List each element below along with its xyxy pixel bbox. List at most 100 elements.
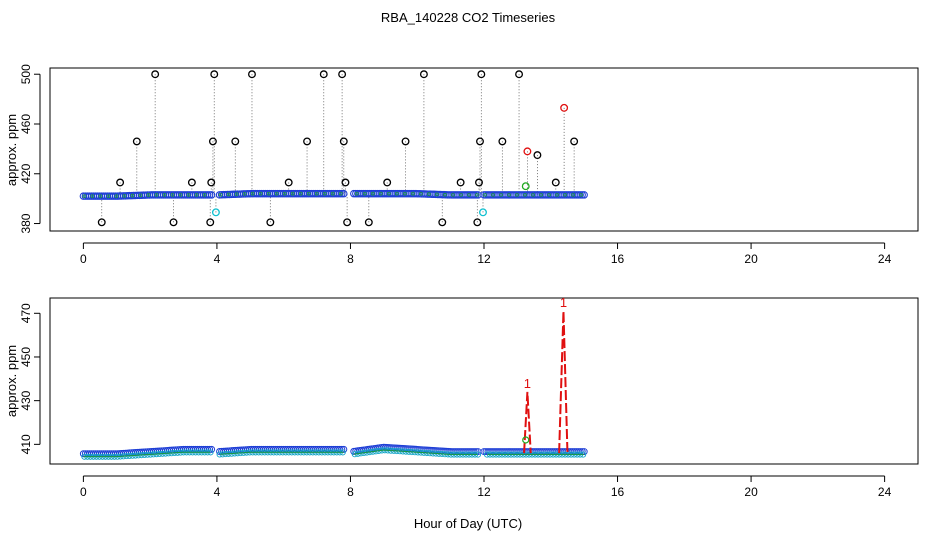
top-plot-frame (49, 67, 919, 232)
bottom-y-tick-label: 430 (19, 390, 33, 410)
top-baseline-inner-point (427, 192, 431, 196)
top-baseline-inner-point (515, 193, 519, 197)
top-outlier-point (343, 218, 352, 227)
top-baseline-inner-point (282, 191, 287, 196)
top-baseline-inner-point (306, 191, 311, 196)
bottom-x-tick-label: 0 (80, 485, 87, 499)
top-outlier-point (187, 178, 196, 187)
top-baseline-point (340, 189, 348, 198)
top-baseline-inner-point (563, 193, 567, 197)
bottom-y-tick-label: 410 (19, 434, 33, 454)
top-outlier-point (498, 137, 507, 146)
bottom-x-tick-label: 12 (477, 485, 491, 499)
top-x-tick-label: 0 (80, 252, 87, 266)
top-x-tick-label: 24 (878, 252, 892, 266)
top-baseline-inner-point (419, 192, 423, 196)
top-red-point (560, 103, 569, 112)
top-baseline-inner-point (82, 194, 87, 198)
top-baseline-inner-point (379, 191, 383, 196)
top-axes: 0 4 8 12 16 20 24 380 420 460 500 (19, 64, 892, 266)
bottom-baseline-line (83, 449, 585, 458)
bottom-green-point (522, 436, 530, 444)
top-baseline-inner-point (290, 191, 295, 196)
top-baseline-inner-point (371, 191, 375, 196)
bottom-spike-line (558, 311, 569, 454)
top-outlier-point (206, 218, 215, 227)
top-outlier-point (383, 178, 392, 187)
top-series (79, 70, 588, 227)
top-baseline-inner-point (170, 193, 175, 197)
top-baseline-inner-point (266, 191, 271, 196)
top-outlier-point (364, 218, 373, 227)
top-baseline-inner-point (178, 193, 183, 197)
top-baseline-point (576, 191, 584, 199)
top-baseline-inner-point (226, 192, 231, 197)
top-outlier-point (339, 137, 348, 146)
top-baseline-inner-point (579, 193, 583, 197)
bottom-spike-line (523, 391, 532, 454)
top-baseline-inner-point (162, 193, 167, 197)
bottom-y-axis-label: approx. ppm (4, 345, 19, 417)
top-baseline-inner-point (395, 191, 399, 196)
top-outlier-point (266, 218, 275, 227)
top-baseline-inner-point (355, 191, 359, 196)
top-outlier-point (248, 70, 256, 79)
x-axis-label: Hour of Day (UTC) (414, 516, 522, 531)
top-outlier-point (401, 137, 410, 146)
top-baseline-inner-point (547, 193, 551, 197)
top-outlier-point (97, 218, 106, 227)
top-baseline-point (472, 191, 480, 199)
top-y-tick-label: 460 (19, 114, 33, 134)
top-baseline-inner-point (330, 191, 335, 196)
top-baseline-inner-point (555, 193, 559, 197)
top-baseline-inner-point (539, 193, 543, 197)
top-outlier-point (475, 178, 483, 187)
top-baseline-inner-point (218, 192, 223, 197)
top-baseline-point (580, 191, 588, 199)
top-baseline-inner-point (571, 193, 575, 197)
top-baseline-inner-point (138, 193, 143, 198)
bottom-x-tick-label: 8 (347, 485, 354, 499)
top-baseline-inner-point (194, 193, 199, 197)
top-panel: 0 4 8 12 16 20 24 380 420 460 500 approx. ppm (4, 64, 919, 266)
top-outlier-point (456, 178, 465, 187)
top-x-tick-label: 16 (611, 252, 625, 266)
top-outlier-point (570, 137, 579, 146)
top-baseline-point (470, 191, 478, 199)
top-baseline-inner-point (242, 192, 247, 196)
top-baseline-inner-point (186, 193, 191, 197)
top-outlier-point (477, 70, 486, 79)
bottom-y-tick-label: 450 (19, 347, 33, 367)
top-baseline-point (207, 191, 216, 199)
top-baseline-inner-point (258, 191, 263, 196)
top-baseline-inner-point (314, 191, 319, 196)
top-outlier-point (210, 70, 219, 79)
top-outlier-point (341, 178, 350, 187)
top-outlier-point (438, 218, 447, 227)
top-cyan-point (211, 208, 220, 217)
top-x-tick-label: 8 (347, 252, 354, 266)
bottom-y-tick-label: 470 (19, 303, 33, 323)
top-cyan-point (479, 208, 487, 217)
top-baseline-point (203, 191, 212, 199)
top-green-point (521, 182, 530, 191)
top-outlier-point (208, 137, 217, 146)
top-outlier-point (132, 137, 141, 146)
top-outlier-point (338, 70, 347, 79)
top-baseline-inner-point (531, 193, 535, 197)
top-outlier-point (116, 178, 125, 187)
top-baseline-inner-point (363, 191, 367, 196)
top-baseline-point (336, 189, 344, 198)
top-x-tick-label: 12 (477, 252, 491, 266)
top-outlier-point (473, 218, 482, 227)
bottom-spike-label: 1 (524, 376, 531, 391)
top-outlier-point (151, 70, 160, 79)
top-outlier-point (169, 218, 178, 227)
top-outlier-point (231, 137, 240, 146)
top-outlier-point (319, 70, 328, 79)
top-baseline-inner-point (234, 192, 239, 196)
top-baseline-inner-point (451, 193, 455, 197)
top-baseline-inner-point (467, 193, 471, 197)
bottom-x-tick-label: 16 (611, 485, 625, 499)
bottom-x-tick-label: 20 (744, 485, 758, 499)
